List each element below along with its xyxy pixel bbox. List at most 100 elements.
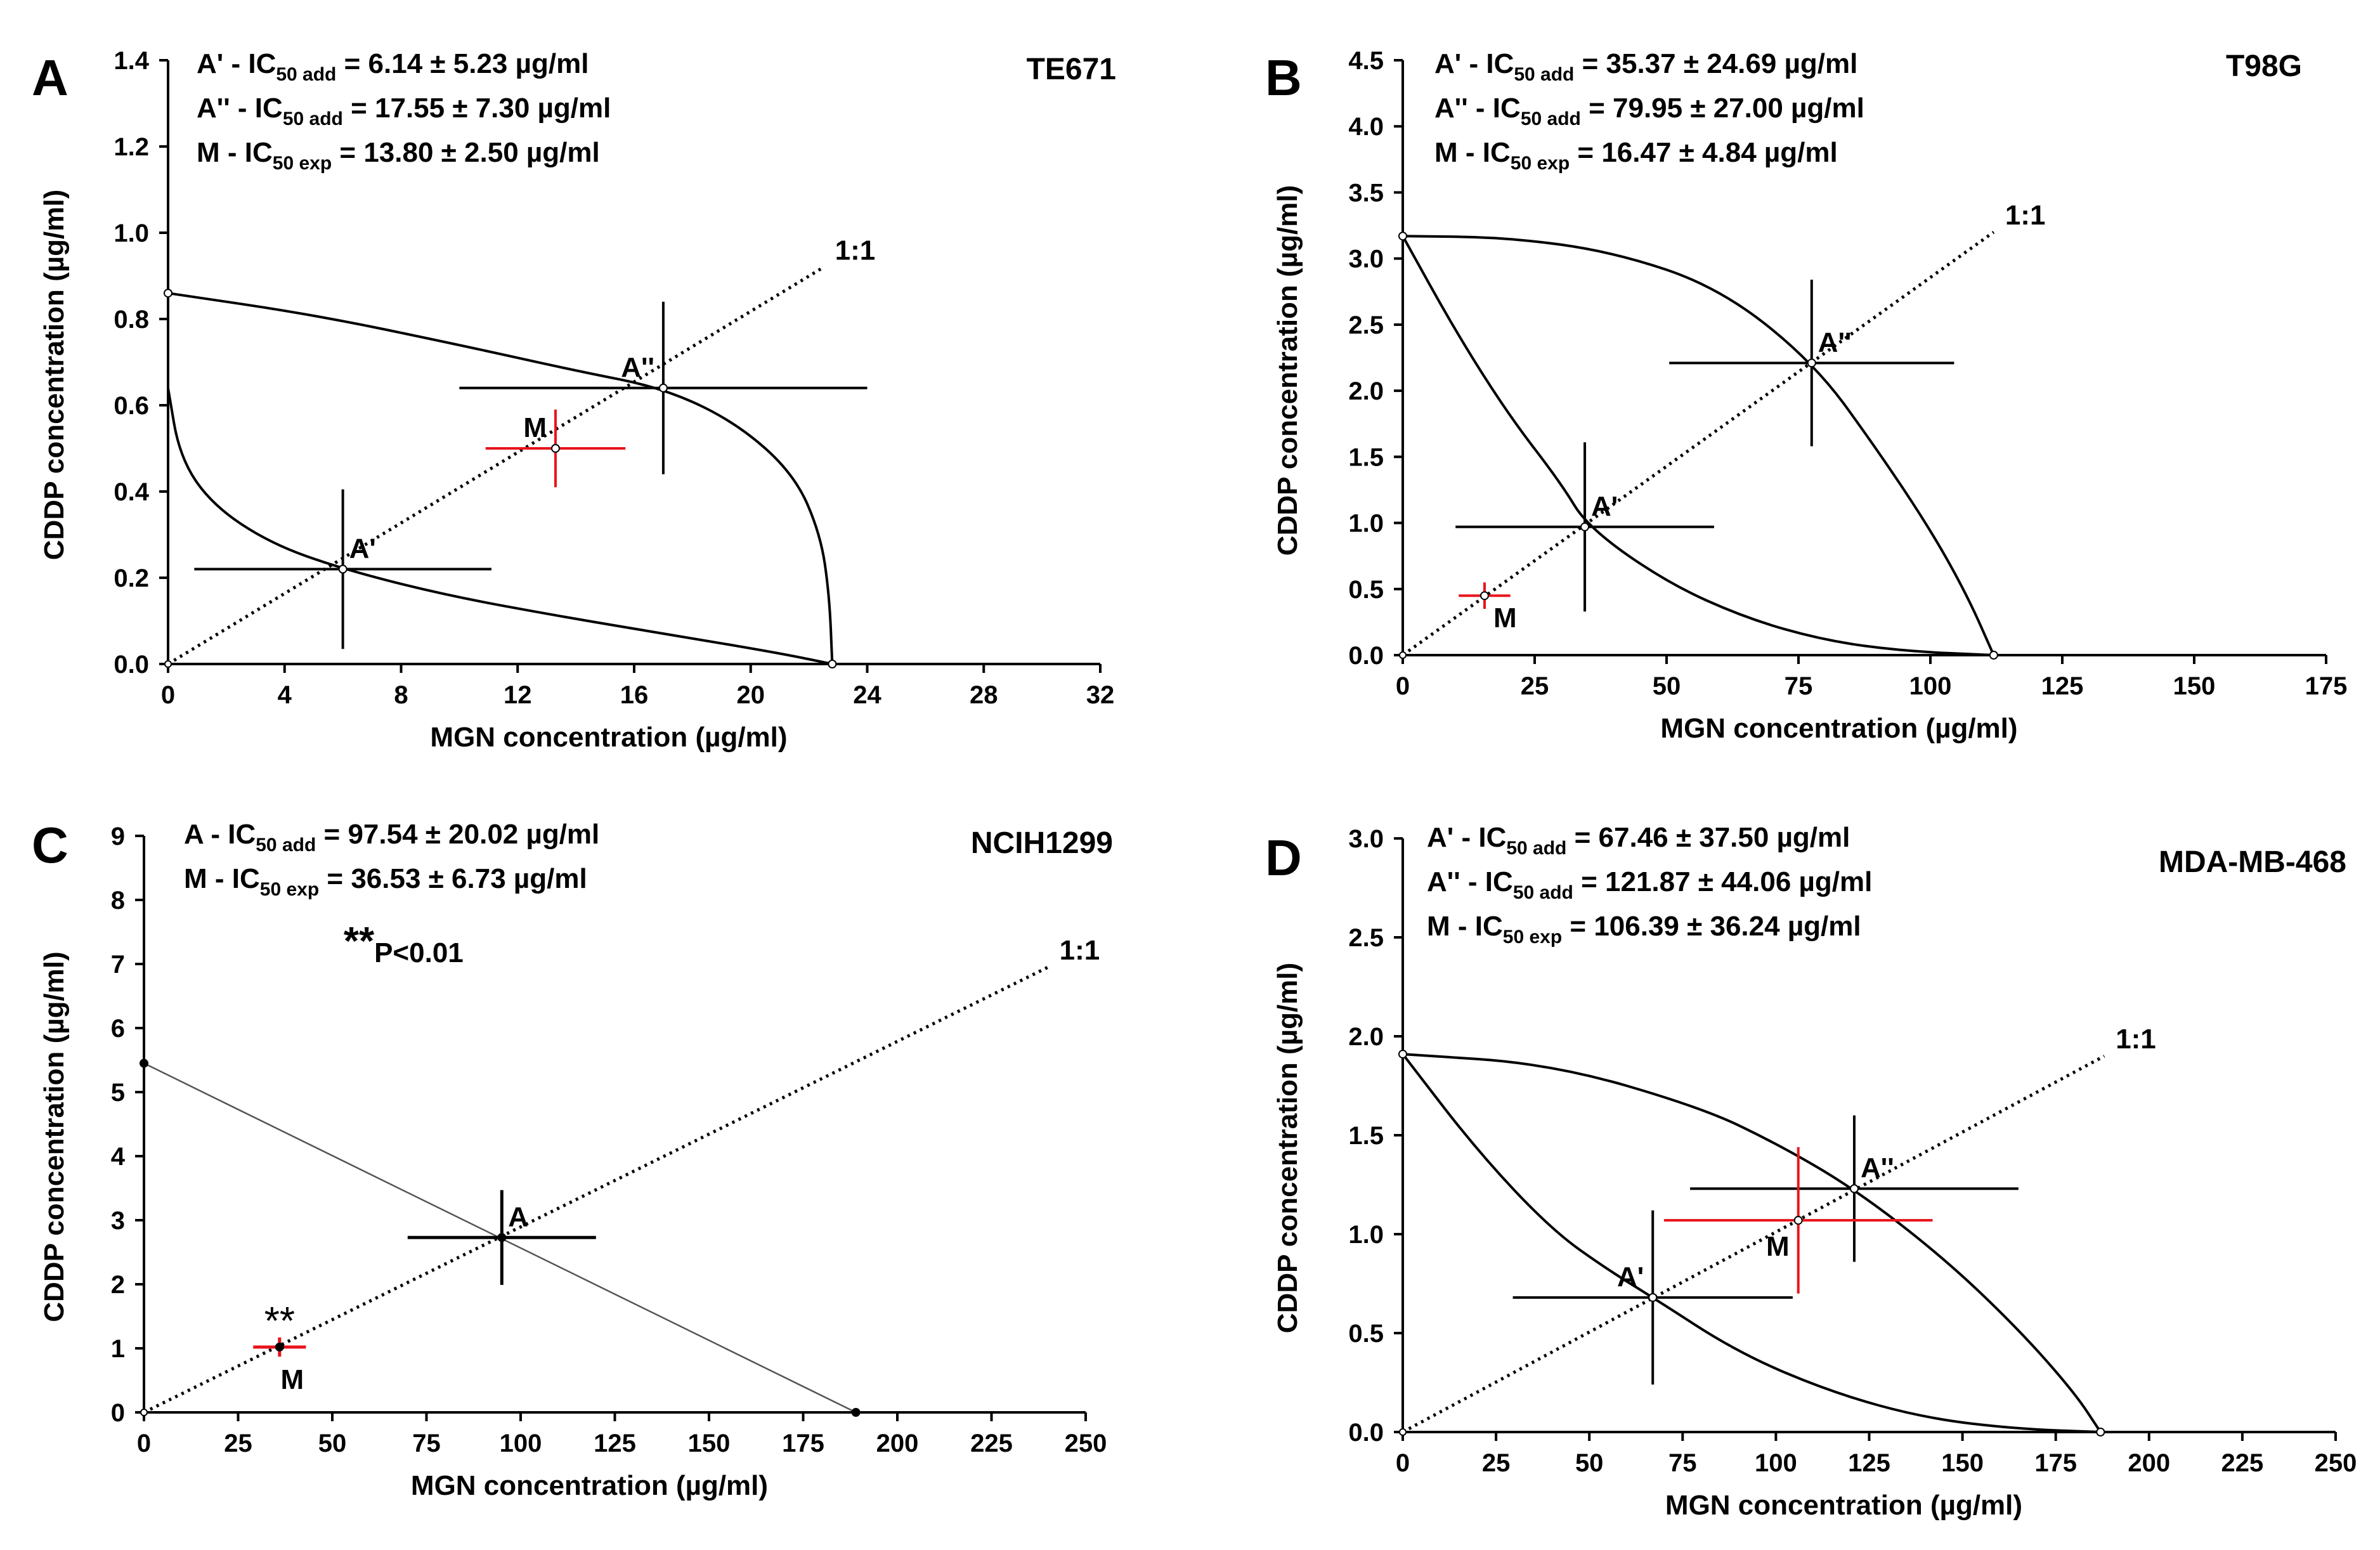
x-tick-label: 250	[1065, 1430, 1107, 1457]
ic50-annotation: A - IC50 add = 97.54 ± 20.02 µg/ml	[184, 819, 599, 856]
annotation-value: = 13.80 ± 2.50 µg/ml	[332, 137, 600, 168]
annotation-prefix: A' - IC	[1434, 48, 1514, 79]
x-tick-label: 25	[1482, 1449, 1511, 1477]
data-point	[1793, 1216, 1803, 1225]
x-tick-label: 225	[2221, 1449, 2264, 1477]
annotation-value: = 17.55 ± 7.30 µg/ml	[343, 93, 611, 124]
x-tick-label: 175	[782, 1430, 824, 1457]
panel-b: B T98G 0 25 50 75 100 125 150 175 0.0 0.5 1.0 1.5 2.0 2…	[1265, 47, 2347, 744]
significance-p: P<0.01	[374, 937, 464, 968]
annotation-subscript: 50 add	[1514, 64, 1574, 85]
x-tick-label: 250	[2315, 1449, 2357, 1477]
y-intercept-marker	[140, 1058, 148, 1068]
annotation-subscript: 50 add	[276, 64, 336, 85]
annotation-subscript: 50 exp	[273, 153, 332, 174]
x-tick-label: 75	[1785, 672, 1813, 700]
x-axis-label: MGN concentration (µg/ml)	[1665, 1490, 2022, 1521]
panel-a: A TE671 0 4 8 12 16 20 24 28 32 0.0 0.2 0.4 0.6 0.8 1.0 1…	[32, 47, 1116, 753]
data-point	[1580, 522, 1590, 531]
y-axis-label: CDDP concentration (µg/ml)	[1272, 185, 1303, 556]
point-label: A	[508, 1201, 528, 1232]
data-point	[1807, 358, 1816, 368]
panel-d: D MDA-MB-468 0 25 50 75 100 125 150 175 200 225 250 0…	[1265, 822, 2357, 1521]
y-tick-label: 9	[111, 823, 125, 850]
origin-marker	[164, 660, 172, 668]
annotation-subscript: 50 add	[1513, 882, 1573, 903]
data-point	[1479, 591, 1489, 601]
y-tick-label: 1.0	[114, 219, 149, 247]
y-tick-label: 1.4	[114, 47, 149, 75]
y-tick-label: 1.5	[1348, 1122, 1384, 1150]
isobole-lower-curve	[167, 387, 833, 665]
isobole-lower-curve	[1401, 235, 1994, 656]
cell-line-label: NCIH1299	[971, 826, 1113, 860]
y-tick-label: 4.0	[1348, 113, 1384, 141]
x-tick-label: 8	[394, 681, 408, 709]
y-axis-label: CDDP concentration (µg/ml)	[39, 190, 70, 560]
point-label: M	[1766, 1231, 1790, 1262]
x-tick-label: 200	[2128, 1449, 2170, 1477]
annotation-value: = 106.39 ± 36.24 µg/ml	[1562, 911, 1861, 942]
annotation-prefix: A'' - IC	[197, 93, 283, 124]
point-label: M	[1493, 602, 1517, 634]
x-tick-label: 150	[2173, 672, 2216, 700]
ratio-label: 1:1	[2005, 200, 2046, 231]
y-tick-label: 3.5	[1348, 179, 1384, 207]
data-point	[275, 1342, 284, 1351]
data-point	[658, 383, 668, 393]
y-tick-label: 3	[111, 1207, 125, 1235]
ic50-annotation: M - IC50 exp = 13.80 ± 2.50 µg/ml	[197, 137, 600, 174]
annotation-subscript: 50 exp	[1503, 927, 1562, 948]
x-tick-label: 0	[1396, 672, 1410, 700]
x-tick-label: 0	[137, 1430, 151, 1457]
x-tick-label: 125	[1848, 1449, 1890, 1477]
y-tick-label: 8	[111, 887, 125, 915]
annotation-prefix: M - IC	[1427, 911, 1503, 942]
annotation-value: = 35.37 ± 24.69 µg/ml	[1574, 48, 1857, 79]
y-axis-label: CDDP concentration (µg/ml)	[1272, 963, 1303, 1333]
point-label: M	[523, 412, 547, 443]
one-to-one-line	[1401, 1054, 2105, 1434]
annotation-prefix: A - IC	[184, 819, 256, 850]
y-tick-label: 2.5	[1348, 311, 1384, 339]
origin-marker	[1399, 1428, 1407, 1436]
y-tick-label: 0	[111, 1399, 125, 1427]
y-tick-label: 6	[111, 1015, 125, 1043]
cell-line-label: MDA-MB-468	[2159, 845, 2346, 879]
y-tick-label: 1.0	[1348, 1221, 1384, 1249]
y-tick-label: 1.2	[114, 133, 149, 161]
x-axis-label: MGN concentration (µg/ml)	[430, 722, 787, 753]
x-axis-label: MGN concentration (µg/ml)	[1660, 713, 2017, 744]
y-tick-label: 0.0	[1348, 1419, 1384, 1447]
y-tick-label: 0.8	[114, 306, 149, 334]
x-tick-label: 50	[318, 1430, 347, 1457]
y-tick-label: 2.5	[1348, 924, 1384, 952]
x-tick-label: 75	[412, 1430, 441, 1457]
point-label: M	[281, 1364, 304, 1395]
x-tick-label: 16	[620, 681, 649, 709]
ic50-annotation: A'' - IC50 add = 17.55 ± 7.30 µg/ml	[197, 93, 611, 129]
point-label: A'	[1617, 1261, 1644, 1293]
point-significance-stars: **	[264, 1299, 295, 1343]
y-tick-label: 0.5	[1348, 1320, 1384, 1348]
data-point	[1648, 1293, 1658, 1302]
x-tick-label: 175	[2034, 1449, 2077, 1477]
annotation-subscript: 50 add	[283, 108, 343, 129]
x-intercept-marker	[851, 1408, 861, 1417]
panel-letter: A	[32, 49, 68, 106]
y-tick-label: 0.6	[114, 392, 149, 420]
data-point	[497, 1233, 507, 1242]
x-tick-label: 200	[876, 1430, 919, 1457]
annotation-prefix: M - IC	[184, 863, 260, 894]
x-intercept-marker	[1989, 651, 1998, 660]
annotation-prefix: A' - IC	[197, 48, 276, 79]
annotation-prefix: A'' - IC	[1434, 93, 1521, 124]
annotation-subscript: 50 add	[256, 835, 316, 856]
ic50-annotation: A'' - IC50 add = 121.87 ± 44.06 µg/ml	[1427, 866, 1872, 903]
annotation-value: = 36.53 ± 6.73 µg/ml	[319, 863, 587, 894]
data-point	[338, 564, 348, 574]
y-intercept-marker	[164, 289, 172, 298]
annotation-prefix: M - IC	[1434, 137, 1511, 168]
point-label: A'	[1591, 491, 1618, 522]
